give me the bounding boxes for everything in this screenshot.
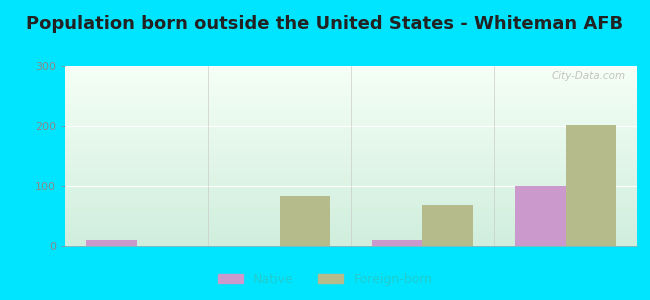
Text: City-Data.com: City-Data.com (551, 71, 625, 81)
Bar (86, 240, 136, 246)
Legend: Native, Foreign-born: Native, Foreign-born (213, 268, 437, 291)
Bar (515, 186, 566, 246)
Bar (566, 125, 616, 246)
Bar (280, 196, 330, 246)
Bar (372, 240, 423, 246)
Text: Population born outside the United States - Whiteman AFB: Population born outside the United State… (27, 15, 623, 33)
Bar (422, 205, 473, 246)
